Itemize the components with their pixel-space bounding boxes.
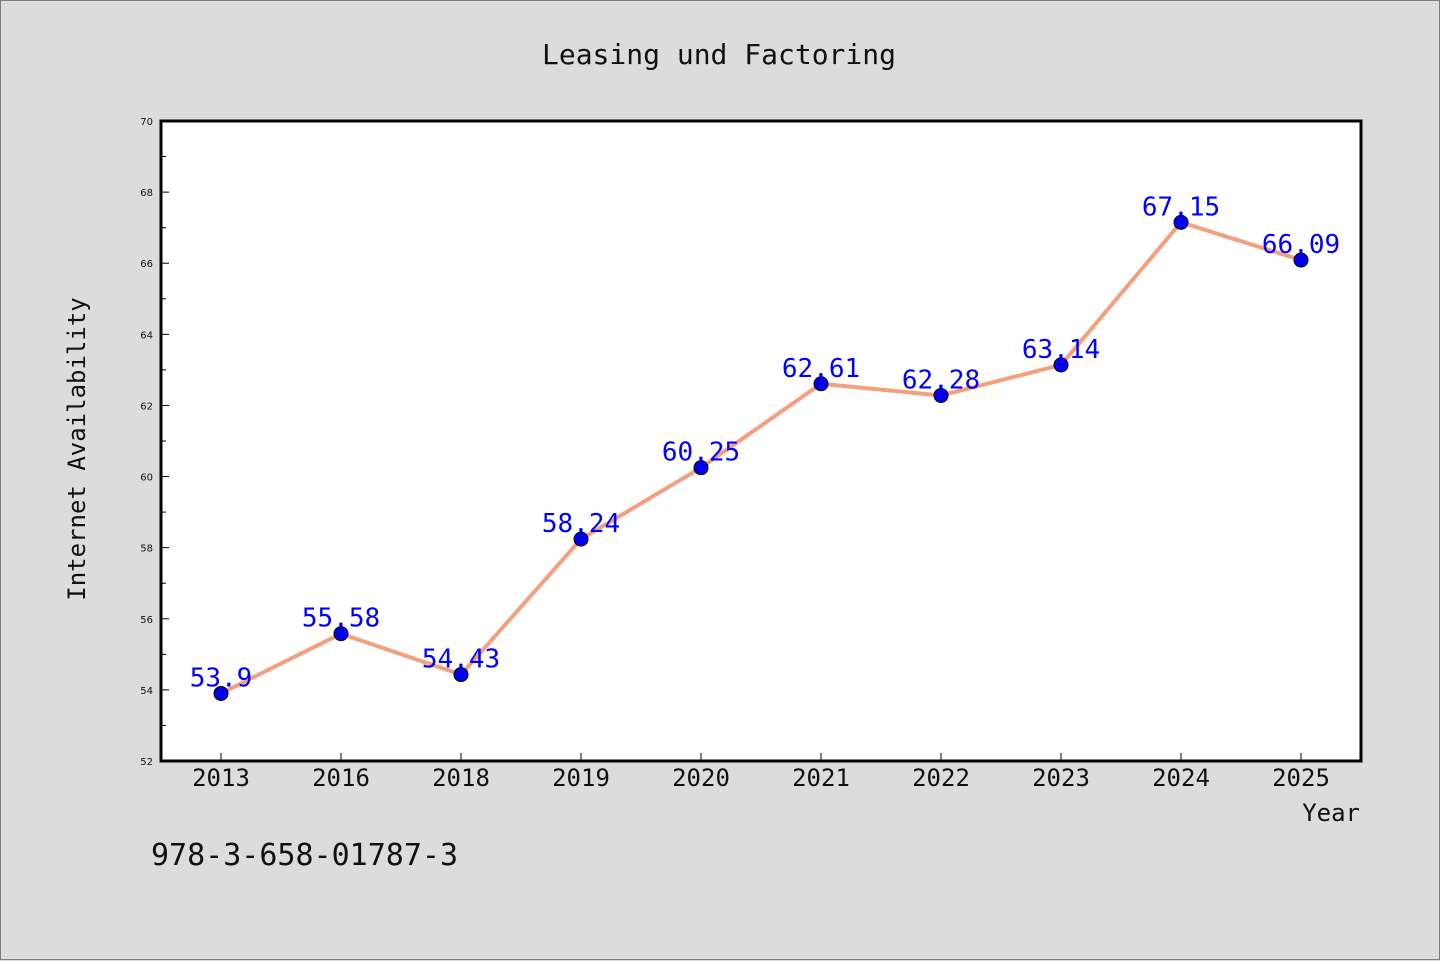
x-tick-label: 2021	[792, 764, 850, 792]
plot-area	[159, 119, 1363, 763]
data-labels: 53.9 55.58 54.43 58.24 60.25 62.61 62.28 63.14 6…	[190, 192, 1340, 693]
data-label: 67.15	[1142, 192, 1220, 222]
x-tick-label: 2016	[312, 764, 370, 792]
y-tick-label: 64	[140, 330, 153, 341]
x-tick-label: 2018	[432, 764, 490, 792]
y-tick-label: 60	[140, 473, 153, 484]
data-label: 54.43	[422, 645, 500, 675]
data-label: 53.9	[190, 663, 253, 693]
data-label: 60.25	[662, 438, 740, 468]
isbn-annotation: 978-3-658-01787-3	[151, 838, 458, 873]
chart-title: Leasing und Factoring	[542, 38, 896, 71]
x-tick-label: 2024	[1152, 764, 1210, 792]
x-tick-label: 2013	[192, 764, 250, 792]
y-axis-title: Internet Availability	[63, 297, 91, 600]
x-axis: 2013 2016 2018 2019 2020 2021 2022 2023 2024 2025	[192, 753, 1330, 792]
data-label: 66.09	[1262, 230, 1340, 260]
y-axis: 52 54 56 58 60 62 64 66 68 70	[140, 117, 169, 768]
data-point	[573, 531, 589, 547]
data-point	[1293, 252, 1309, 268]
data-label: 62.61	[782, 354, 860, 384]
data-point	[1053, 357, 1069, 373]
y-tick-label: 68	[140, 188, 153, 199]
x-tick-label: 2022	[912, 764, 970, 792]
data-point	[813, 376, 829, 392]
y-tick-label: 56	[140, 615, 153, 626]
series-line	[220, 220, 1302, 696]
y-tick-label: 58	[140, 544, 153, 555]
data-point	[693, 460, 709, 476]
data-label: 55.58	[302, 604, 380, 634]
y-tick-label: 54	[140, 686, 153, 697]
y-tick-label: 62	[140, 401, 153, 412]
data-point	[1173, 214, 1189, 230]
y-tick-label: 70	[140, 117, 153, 128]
x-tick-label: 2023	[1032, 764, 1090, 792]
x-axis-title: Year	[1302, 799, 1360, 827]
y-tick-label: 52	[140, 757, 153, 768]
data-point	[933, 387, 949, 403]
data-label: 62.28	[902, 365, 980, 395]
data-point	[333, 626, 349, 642]
series-markers	[213, 214, 1309, 701]
data-label: 63.14	[1022, 335, 1100, 365]
x-tick-label: 2020	[672, 764, 730, 792]
data-point	[453, 667, 469, 683]
data-label: 58.24	[542, 509, 620, 539]
data-point	[213, 685, 229, 701]
y-tick-label: 66	[140, 259, 153, 270]
x-tick-label: 2025	[1272, 764, 1330, 792]
x-tick-label: 2019	[552, 764, 610, 792]
